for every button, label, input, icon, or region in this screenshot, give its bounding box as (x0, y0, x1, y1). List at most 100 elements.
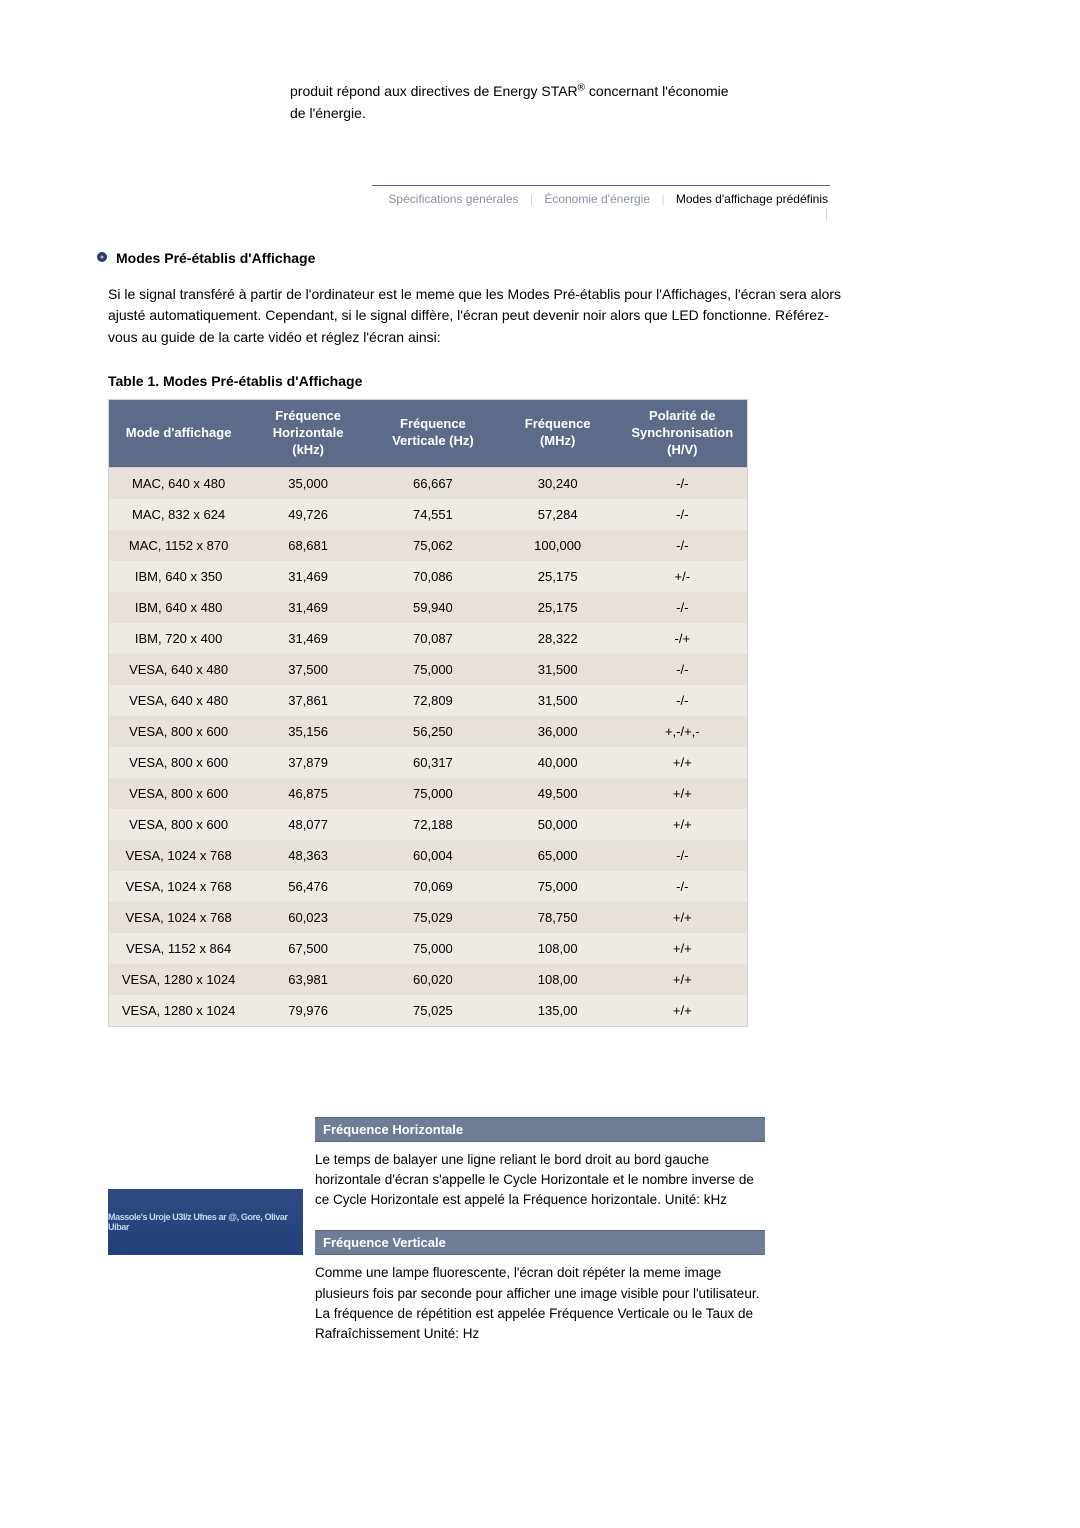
table-cell: +/+ (618, 933, 748, 964)
table-row: IBM, 640 x 35031,46970,08625,175+/- (109, 561, 748, 592)
table-cell: 75,062 (368, 530, 498, 561)
table-cell: 78,750 (498, 902, 618, 933)
definitions-thumbnail: Massole's Uroje U3l/z Ufnes ar @, Gore, … (108, 1189, 303, 1255)
table-cell: VESA, 1024 x 768 (109, 840, 249, 871)
table-cell: 25,175 (498, 561, 618, 592)
table-cell: +/+ (618, 964, 748, 995)
definitions-left: Massole's Uroje U3l/z Ufnes ar @, Gore, … (108, 1117, 303, 1365)
table-row: VESA, 800 x 60048,07772,18850,000+/+ (109, 809, 748, 840)
table-cell: -/- (618, 530, 748, 561)
table-cell: 68,681 (248, 530, 368, 561)
table-cell: 65,000 (498, 840, 618, 871)
table-cell: 37,879 (248, 747, 368, 778)
modes-table: Mode d'affichageFréquenceHorizontale(kHz… (108, 399, 748, 1027)
column-header: FréquenceHorizontale(kHz) (248, 399, 368, 467)
table-cell: 72,188 (368, 809, 498, 840)
table-cell: -/- (618, 592, 748, 623)
table-cell: 46,875 (248, 778, 368, 809)
energy-star-text: produit répond aux directives de Energy … (290, 80, 830, 125)
table-cell: 72,809 (368, 685, 498, 716)
table-cell: 66,667 (368, 467, 498, 499)
table-row: VESA, 1024 x 76848,36360,00465,000-/- (109, 840, 748, 871)
table-cell: VESA, 1024 x 768 (109, 871, 249, 902)
table-cell: 30,240 (498, 467, 618, 499)
table-cell: 75,025 (368, 995, 498, 1027)
table-cell: 75,000 (368, 654, 498, 685)
table-row: VESA, 1280 x 102463,98160,020108,00+/+ (109, 964, 748, 995)
table-cell: 70,087 (368, 623, 498, 654)
table-row: VESA, 640 x 48037,86172,80931,500-/- (109, 685, 748, 716)
table-cell: 48,363 (248, 840, 368, 871)
table-cell: 60,020 (368, 964, 498, 995)
table-cell: 28,322 (498, 623, 618, 654)
table-cell: VESA, 800 x 600 (109, 747, 249, 778)
table-row: VESA, 1152 x 86467,50075,000108,00+/+ (109, 933, 748, 964)
page: produit répond aux directives de Energy … (0, 0, 1080, 1528)
table-row: VESA, 1024 x 76856,47670,06975,000-/- (109, 871, 748, 902)
table-cell: 31,469 (248, 592, 368, 623)
table-cell: -/- (618, 654, 748, 685)
registered-symbol: ® (578, 82, 585, 93)
table-cell: +/+ (618, 995, 748, 1027)
table-cell: VESA, 800 x 600 (109, 716, 249, 747)
definition-body-vertical: Comme une lampe fluorescente, l'écran do… (315, 1263, 765, 1344)
section-title: Modes Pré-établis d'Affichage (116, 250, 315, 266)
table-cell: +/+ (618, 778, 748, 809)
nav-item-specs[interactable]: Spécifications générales (388, 192, 518, 206)
table-cell: 37,500 (248, 654, 368, 685)
intro-body: Si le signal transféré à partir de l'ord… (108, 284, 850, 349)
column-header: Polarité deSynchronisation(H/V) (618, 399, 748, 467)
definition-title-horizontal: Fréquence Horizontale (315, 1117, 765, 1142)
table-cell: MAC, 640 x 480 (109, 467, 249, 499)
definition-title-vertical: Fréquence Verticale (315, 1230, 765, 1255)
table-cell: VESA, 1024 x 768 (109, 902, 249, 933)
table-cell: +,-/+,- (618, 716, 748, 747)
table-cell: 56,250 (368, 716, 498, 747)
nav-separator: | (661, 192, 664, 206)
table-cell: 135,00 (498, 995, 618, 1027)
table-cell: 31,500 (498, 654, 618, 685)
table-cell: 56,476 (248, 871, 368, 902)
table-cell: +/+ (618, 809, 748, 840)
table-cell: 70,086 (368, 561, 498, 592)
table-cell: 48,077 (248, 809, 368, 840)
table-cell: 31,469 (248, 561, 368, 592)
table-cell: 49,500 (498, 778, 618, 809)
definitions-right: Fréquence Horizontale Le temps de balaye… (315, 1117, 765, 1365)
column-header: Fréquence(MHz) (498, 399, 618, 467)
modes-table-body: MAC, 640 x 48035,00066,66730,240-/-MAC, … (109, 467, 748, 1026)
table-row: VESA, 800 x 60046,87575,00049,500+/+ (109, 778, 748, 809)
intro-line1-post: concernant l'économie (585, 83, 729, 99)
thumbnail-caption: Massole's Uroje U3l/z Ufnes ar @, Gore, … (108, 1212, 303, 1232)
modes-table-header: Mode d'affichageFréquenceHorizontale(kHz… (109, 399, 748, 467)
table-cell: -/- (618, 840, 748, 871)
definitions-block: Massole's Uroje U3l/z Ufnes ar @, Gore, … (108, 1117, 1080, 1365)
nav-item-energy[interactable]: Économie d'énergie (544, 192, 650, 206)
table-cell: 75,000 (498, 871, 618, 902)
table-cell: 75,029 (368, 902, 498, 933)
table-cell: 60,023 (248, 902, 368, 933)
table-cell: -/- (618, 499, 748, 530)
table-cell: 31,500 (498, 685, 618, 716)
table-cell: -/- (618, 871, 748, 902)
table-cell: +/+ (618, 747, 748, 778)
table-cell: 36,000 (498, 716, 618, 747)
intro-line2: de l'énergie. (290, 105, 366, 121)
nav-item-modes[interactable]: Modes d'affichage prédéfinis (676, 192, 828, 206)
column-header: Mode d'affichage (109, 399, 249, 467)
definition-body-horizontal: Le temps de balayer une ligne reliant le… (315, 1150, 765, 1211)
table-row: IBM, 720 x 40031,46970,08728,322-/+ (109, 623, 748, 654)
table-cell: VESA, 1280 x 1024 (109, 995, 249, 1027)
table-cell: 57,284 (498, 499, 618, 530)
table-row: IBM, 640 x 48031,46959,94025,175-/- (109, 592, 748, 623)
table-cell: 74,551 (368, 499, 498, 530)
table-cell: 100,000 (498, 530, 618, 561)
table-cell: 25,175 (498, 592, 618, 623)
table-cell: 59,940 (368, 592, 498, 623)
nav-bar: Spécifications générales | Économie d'én… (372, 185, 830, 220)
table-cell: 70,069 (368, 871, 498, 902)
table-cell: 40,000 (498, 747, 618, 778)
intro-line1-pre: produit répond aux directives de Energy … (290, 83, 578, 99)
table-cell: 79,976 (248, 995, 368, 1027)
table-cell: VESA, 1280 x 1024 (109, 964, 249, 995)
